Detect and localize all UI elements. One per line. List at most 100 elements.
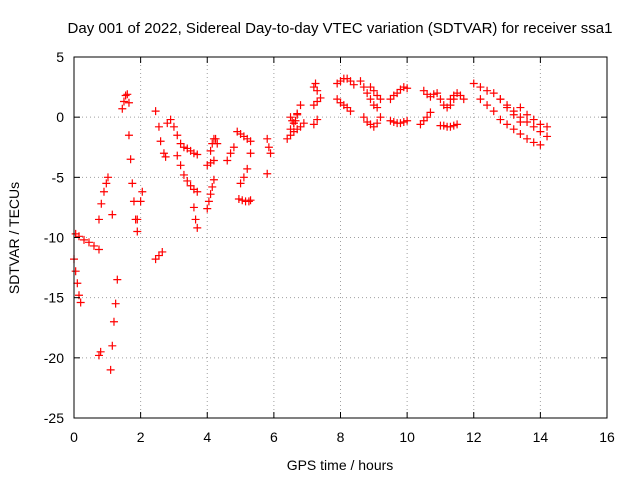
- series-arc-39: [419, 86, 438, 101]
- data-point: [173, 151, 182, 160]
- data-point: [71, 267, 80, 276]
- series-arc-46: [516, 103, 552, 131]
- data-point: [366, 83, 375, 92]
- data-point: [456, 91, 465, 100]
- data-point: [176, 139, 185, 148]
- data-point: [138, 187, 147, 196]
- series-arc-17: [203, 156, 218, 170]
- series-arc-10: [151, 247, 167, 264]
- series-arc-23: [263, 134, 275, 158]
- data-point: [509, 107, 518, 116]
- data-point: [509, 125, 518, 134]
- data-point: [403, 84, 412, 93]
- data-point: [536, 140, 545, 149]
- data-point: [179, 143, 188, 152]
- data-point: [286, 131, 295, 140]
- data-point: [74, 232, 83, 241]
- data-point: [126, 155, 135, 164]
- series-arc-13: [173, 151, 202, 196]
- data-point: [96, 347, 105, 356]
- data-point: [449, 121, 458, 130]
- data-point: [206, 146, 215, 155]
- data-point: [313, 86, 322, 95]
- data-point: [483, 101, 492, 110]
- series-arc-11: [151, 107, 170, 161]
- data-point: [529, 115, 538, 124]
- data-point: [208, 182, 217, 191]
- data-point: [108, 210, 117, 219]
- series-arc-28: [309, 79, 322, 95]
- series-arc-2: [71, 229, 103, 254]
- data-point: [523, 117, 532, 126]
- data-point: [313, 97, 322, 106]
- data-point: [503, 101, 512, 110]
- data-point: [76, 298, 85, 307]
- data-point: [363, 89, 372, 98]
- data-point: [433, 89, 442, 98]
- data-point: [264, 143, 273, 152]
- data-point: [203, 204, 212, 213]
- data-point: [158, 247, 167, 256]
- series-arc-38: [416, 108, 435, 129]
- x-axis-label: GPS time / hours: [287, 457, 394, 473]
- data-point: [386, 116, 395, 125]
- data-point: [226, 149, 235, 158]
- data-point: [243, 164, 252, 173]
- data-point: [106, 365, 115, 374]
- x-tick-label: 0: [70, 429, 78, 445]
- data-point: [313, 115, 322, 124]
- data-point: [206, 190, 215, 199]
- data-point: [266, 149, 275, 158]
- series-arc-30: [309, 115, 322, 129]
- series-arc-31: [333, 74, 358, 89]
- data-point: [516, 103, 525, 112]
- data-point: [99, 187, 108, 196]
- data-point: [204, 197, 213, 206]
- data-point: [396, 119, 405, 128]
- data-point: [209, 175, 218, 184]
- data-point: [469, 79, 478, 88]
- data-point: [151, 255, 160, 264]
- data-point: [109, 317, 118, 326]
- series-arc-4: [94, 347, 105, 360]
- data-point: [84, 238, 93, 247]
- data-point: [94, 245, 103, 254]
- data-point: [309, 83, 318, 92]
- series-arc-9: [133, 187, 147, 224]
- data-point: [296, 122, 305, 131]
- data-point: [503, 120, 512, 129]
- data-point: [439, 121, 448, 130]
- data-point: [154, 251, 163, 260]
- series-arc-41: [436, 120, 462, 131]
- data-point: [496, 115, 505, 124]
- data-point: [349, 80, 358, 89]
- data-point: [189, 149, 198, 158]
- data-point: [238, 196, 247, 205]
- data-point: [373, 103, 382, 112]
- data-point: [94, 351, 103, 360]
- data-point: [359, 113, 368, 122]
- data-point: [193, 223, 202, 232]
- data-point: [426, 108, 435, 117]
- series-arc-37: [386, 116, 412, 128]
- series-arc-36: [386, 83, 412, 104]
- data-point: [399, 117, 408, 126]
- data-point: [516, 130, 525, 139]
- series-arc-16: [203, 175, 218, 213]
- data-point: [283, 134, 292, 143]
- data-point: [156, 137, 165, 146]
- data-point: [299, 119, 308, 128]
- data-point: [263, 169, 272, 178]
- y-tick-label: 0: [56, 109, 64, 125]
- series-arc-40: [433, 89, 458, 112]
- data-point: [373, 119, 382, 128]
- data-point: [346, 107, 355, 116]
- data-point: [239, 173, 248, 182]
- data-point: [113, 275, 122, 284]
- data-point: [316, 93, 325, 102]
- data-point: [211, 134, 220, 143]
- data-point: [102, 179, 111, 188]
- data-point: [446, 122, 455, 131]
- data-point: [311, 79, 320, 88]
